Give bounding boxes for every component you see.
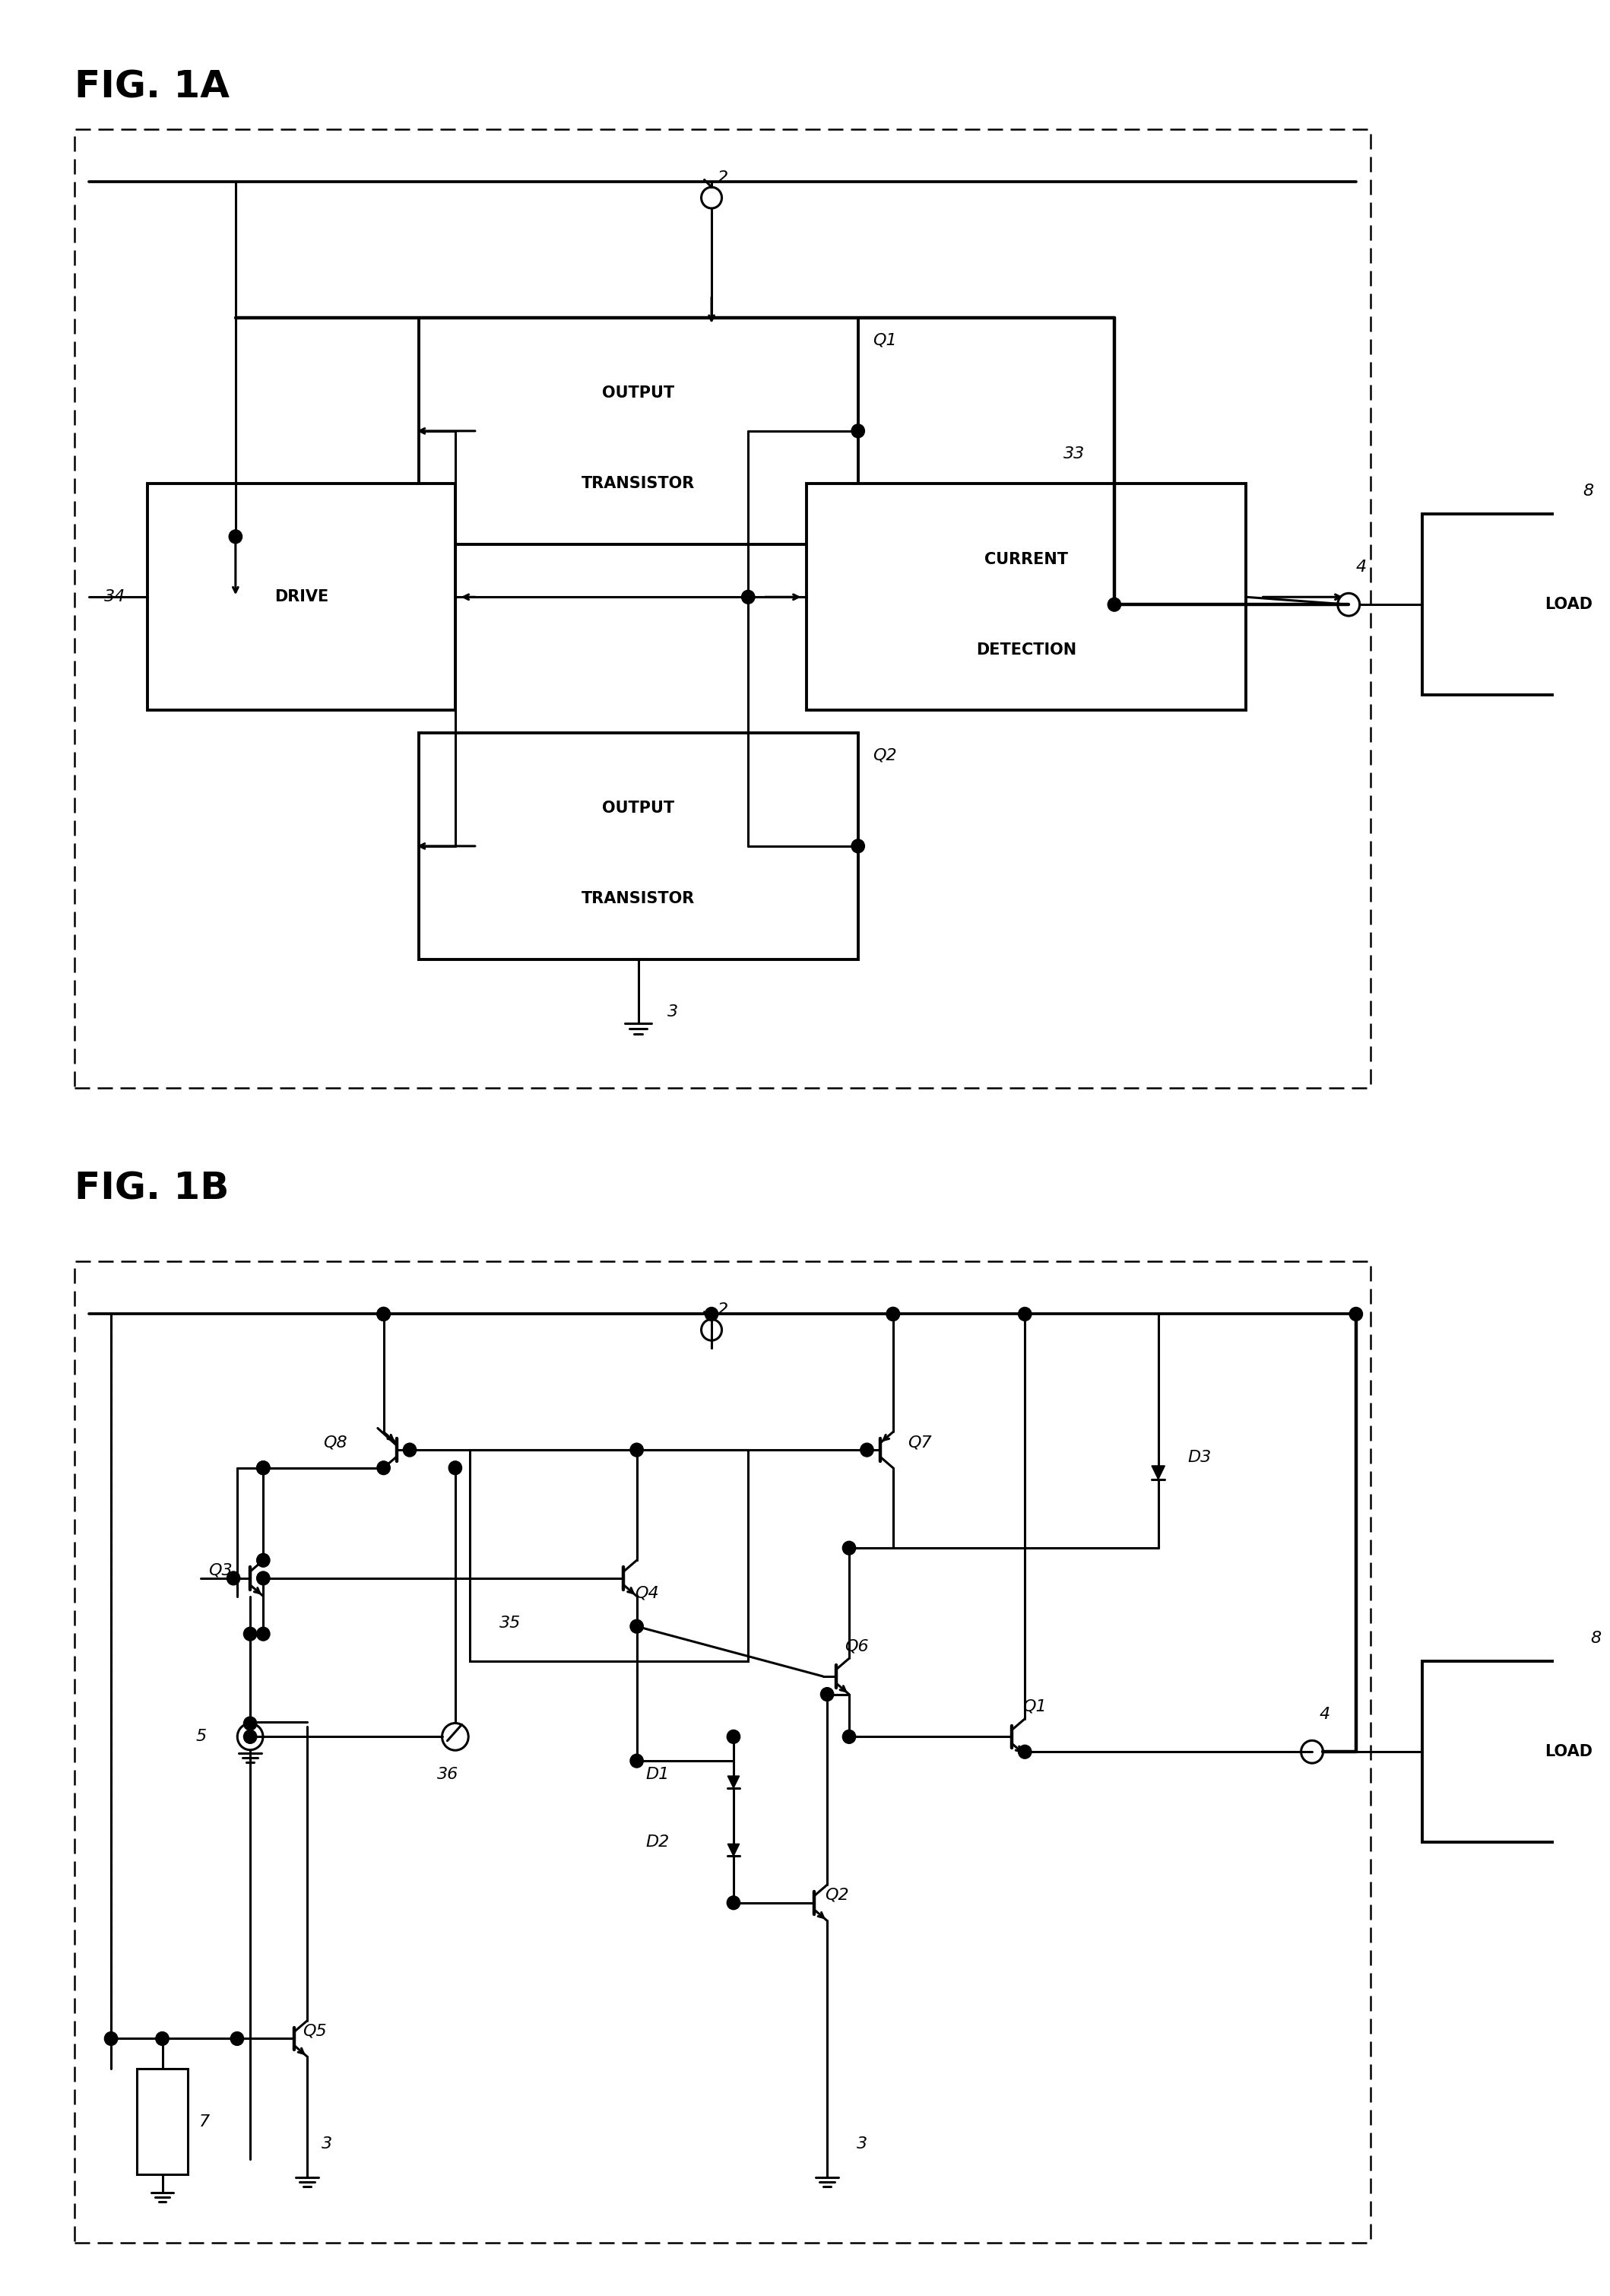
Bar (470, 1449, 749, 1662)
Text: OUTPUT: OUTPUT (602, 386, 675, 402)
Circle shape (887, 1306, 900, 1320)
Text: OUTPUT: OUTPUT (602, 801, 675, 815)
Bar (137, 2069, 188, 2174)
Circle shape (402, 1444, 417, 1456)
Text: 3: 3 (857, 2138, 868, 2151)
Text: 36: 36 (438, 1768, 459, 1782)
Text: 3: 3 (668, 1006, 678, 1019)
Circle shape (728, 1896, 741, 1910)
Circle shape (630, 1754, 644, 1768)
Circle shape (256, 1570, 270, 1584)
Circle shape (728, 1729, 741, 1743)
Text: TRANSISTOR: TRANSISTOR (581, 891, 696, 907)
Circle shape (377, 1460, 390, 1474)
Text: Q3: Q3 (209, 1564, 233, 1577)
Circle shape (156, 2032, 169, 2046)
Text: 3: 3 (322, 2138, 333, 2151)
Circle shape (887, 1306, 900, 1320)
Bar (419, 317, 858, 544)
Text: 34: 34 (105, 590, 126, 604)
Text: 33: 33 (1063, 445, 1085, 461)
Circle shape (229, 530, 241, 544)
Text: 4: 4 (1319, 1706, 1330, 1722)
Text: Q4: Q4 (634, 1587, 658, 1600)
Text: DETECTION: DETECTION (976, 643, 1077, 657)
Circle shape (852, 425, 865, 439)
Circle shape (227, 1570, 240, 1584)
Circle shape (256, 1628, 270, 1642)
Circle shape (630, 1444, 644, 1456)
Circle shape (860, 1444, 874, 1456)
Text: 35: 35 (499, 1616, 520, 1630)
Circle shape (256, 1460, 270, 1474)
Circle shape (1018, 1745, 1032, 1759)
Text: 2: 2 (716, 170, 728, 186)
Circle shape (105, 2032, 118, 2046)
Text: 8: 8 (1583, 484, 1594, 498)
Circle shape (449, 1460, 462, 1474)
Bar (807, 484, 1246, 709)
Text: Q1: Q1 (873, 333, 897, 349)
Text: CURRENT: CURRENT (985, 551, 1069, 567)
Text: 5: 5 (195, 1729, 206, 1745)
Text: Q5: Q5 (303, 2023, 327, 2039)
Circle shape (1108, 597, 1121, 611)
Circle shape (256, 1460, 270, 1474)
Circle shape (243, 1717, 256, 1731)
Text: LOAD: LOAD (1544, 597, 1592, 613)
Circle shape (243, 1628, 256, 1642)
Text: Q2: Q2 (873, 748, 897, 762)
Circle shape (230, 2032, 243, 2046)
Circle shape (842, 1729, 855, 1743)
Text: DRIVE: DRIVE (274, 590, 328, 604)
Text: D2: D2 (646, 1835, 670, 1851)
Circle shape (1018, 1306, 1032, 1320)
Circle shape (852, 840, 865, 852)
Text: Q1: Q1 (1022, 1699, 1046, 1715)
Polygon shape (728, 1844, 739, 1855)
Text: TRANSISTOR: TRANSISTOR (581, 475, 696, 491)
Circle shape (630, 1619, 644, 1632)
Text: 4: 4 (1356, 560, 1367, 574)
Text: FIG. 1B: FIG. 1B (74, 1171, 229, 1208)
Text: 2: 2 (716, 1302, 728, 1318)
Circle shape (821, 1688, 834, 1701)
Text: 7: 7 (200, 2115, 209, 2128)
Circle shape (243, 1729, 256, 1743)
Circle shape (377, 1306, 390, 1320)
Bar (1422, 1662, 1610, 1841)
Text: Q7: Q7 (908, 1435, 932, 1451)
Bar (74, 129, 1370, 1088)
Bar (74, 1261, 1370, 2243)
Text: D3: D3 (1188, 1449, 1211, 1465)
Text: D1: D1 (646, 1768, 670, 1782)
Text: FIG. 1A: FIG. 1A (74, 69, 230, 106)
Text: LOAD: LOAD (1544, 1745, 1592, 1759)
Bar (419, 732, 858, 960)
Text: Q2: Q2 (824, 1887, 848, 1903)
Text: Q8: Q8 (324, 1435, 348, 1451)
Polygon shape (728, 1777, 739, 1789)
Circle shape (1349, 1306, 1362, 1320)
Text: Q6: Q6 (845, 1639, 869, 1653)
Text: 8: 8 (1591, 1630, 1600, 1646)
Circle shape (377, 1306, 390, 1320)
Circle shape (842, 1541, 855, 1554)
Bar (148, 484, 456, 709)
Bar (1422, 514, 1610, 696)
Polygon shape (1151, 1465, 1166, 1479)
Circle shape (256, 1554, 270, 1568)
Circle shape (705, 1306, 718, 1320)
Circle shape (742, 590, 755, 604)
